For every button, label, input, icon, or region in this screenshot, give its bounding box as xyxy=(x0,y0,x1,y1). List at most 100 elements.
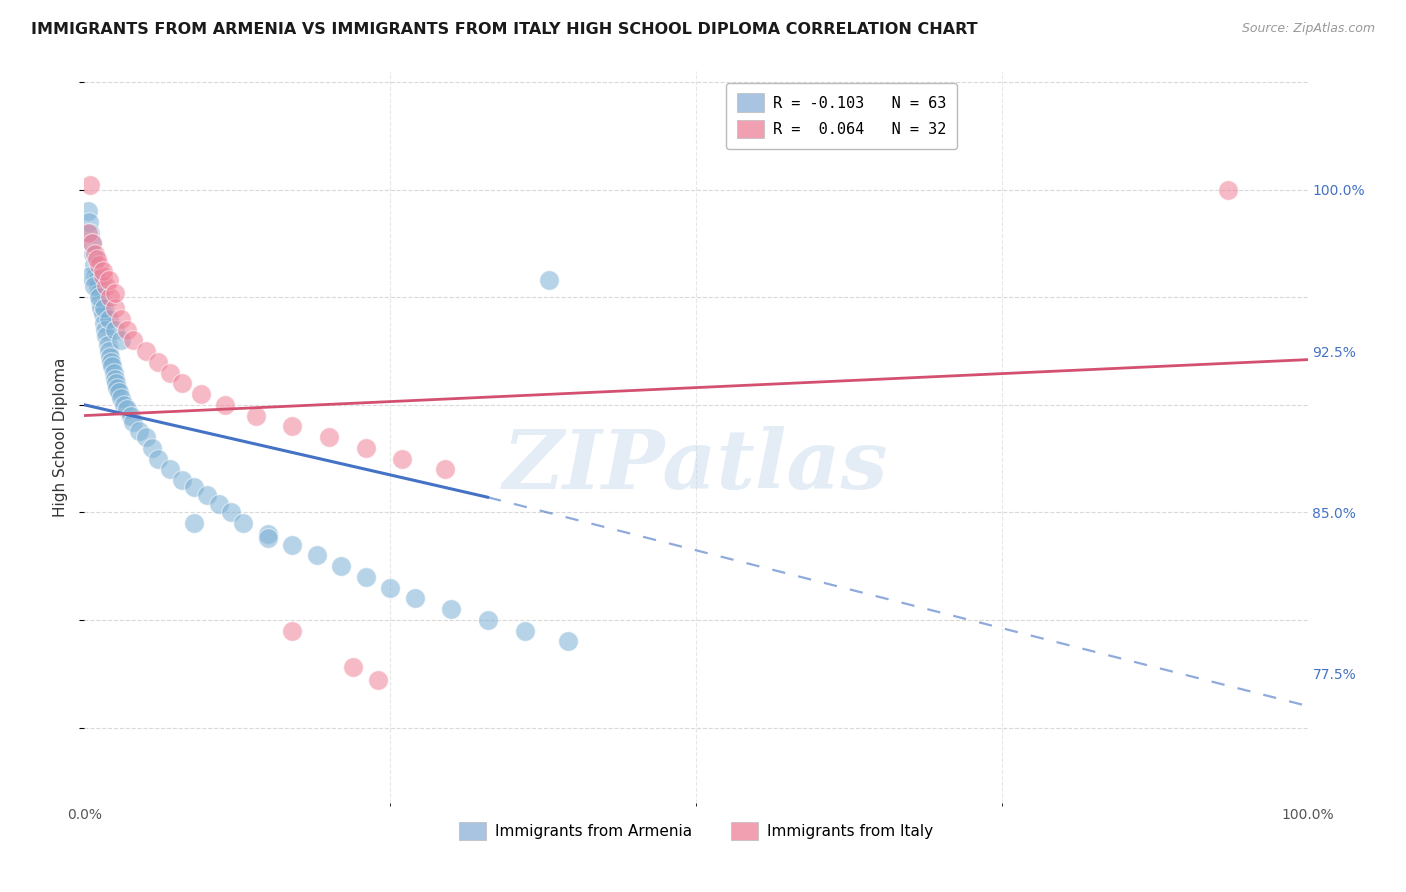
Point xyxy=(135,430,157,444)
Point xyxy=(110,392,132,406)
Point xyxy=(183,516,205,530)
Point xyxy=(105,381,128,395)
Point xyxy=(232,516,254,530)
Point xyxy=(219,505,242,519)
Point xyxy=(367,673,389,688)
Point xyxy=(115,322,138,336)
Point xyxy=(245,409,267,423)
Point xyxy=(434,462,457,476)
Point xyxy=(105,376,128,391)
Point xyxy=(257,527,280,541)
Point xyxy=(87,285,110,300)
Point xyxy=(94,322,117,336)
Point xyxy=(107,384,129,399)
Point xyxy=(82,247,104,261)
Text: IMMIGRANTS FROM ARMENIA VS IMMIGRANTS FROM ITALY HIGH SCHOOL DIPLOMA CORRELATION: IMMIGRANTS FROM ARMENIA VS IMMIGRANTS FR… xyxy=(31,22,977,37)
Point xyxy=(122,415,145,429)
Point xyxy=(380,581,402,595)
Point xyxy=(98,351,121,365)
Point xyxy=(330,559,353,574)
Point xyxy=(87,290,110,304)
Point xyxy=(87,279,110,293)
Point xyxy=(557,634,579,648)
Point xyxy=(91,308,114,322)
Point xyxy=(86,252,108,266)
Point xyxy=(214,398,236,412)
Point xyxy=(104,322,127,336)
Point xyxy=(100,355,122,369)
Point xyxy=(96,329,118,343)
Point xyxy=(97,311,120,326)
Point xyxy=(477,613,499,627)
Y-axis label: High School Diploma: High School Diploma xyxy=(53,358,69,516)
Text: ZIPatlas: ZIPatlas xyxy=(503,426,889,507)
Point xyxy=(93,301,115,315)
Point xyxy=(141,441,163,455)
Point xyxy=(80,236,103,251)
Point xyxy=(183,479,205,493)
Point xyxy=(80,236,103,251)
Point xyxy=(91,268,114,283)
Point xyxy=(104,285,127,300)
Point xyxy=(404,591,426,606)
Point xyxy=(135,344,157,359)
Point xyxy=(146,355,169,369)
Point xyxy=(172,376,194,391)
Point xyxy=(90,301,112,315)
Point xyxy=(120,409,142,423)
Point xyxy=(89,294,111,309)
Point xyxy=(83,279,105,293)
Point xyxy=(159,366,181,380)
Point xyxy=(79,178,101,193)
Point xyxy=(103,366,125,380)
Point xyxy=(281,624,304,638)
Legend: Immigrants from Armenia, Immigrants from Italy: Immigrants from Armenia, Immigrants from… xyxy=(453,815,939,847)
Point xyxy=(98,290,121,304)
Point xyxy=(96,279,118,293)
Point xyxy=(87,258,110,272)
Point xyxy=(257,531,280,545)
Point xyxy=(104,372,127,386)
Point xyxy=(77,215,100,229)
Point xyxy=(342,660,364,674)
Point xyxy=(79,268,101,283)
Point xyxy=(79,226,101,240)
Point xyxy=(86,273,108,287)
Point xyxy=(84,247,107,261)
Point xyxy=(538,273,561,287)
Point xyxy=(190,387,212,401)
Point xyxy=(318,430,340,444)
Point xyxy=(305,549,328,563)
Point xyxy=(101,359,124,373)
Point xyxy=(354,570,377,584)
Point xyxy=(281,538,304,552)
Point xyxy=(93,316,115,330)
Point xyxy=(110,333,132,347)
Point xyxy=(77,226,100,240)
Point xyxy=(122,333,145,347)
Point xyxy=(172,473,194,487)
Point xyxy=(97,337,120,351)
Point xyxy=(354,441,377,455)
Point xyxy=(104,301,127,315)
Point xyxy=(97,273,120,287)
Point xyxy=(195,488,218,502)
Point xyxy=(391,451,413,466)
Point xyxy=(281,419,304,434)
Point xyxy=(128,424,150,438)
Point xyxy=(112,398,135,412)
Point xyxy=(110,311,132,326)
Point xyxy=(208,497,231,511)
Point xyxy=(146,451,169,466)
Point xyxy=(84,268,107,283)
Point xyxy=(440,602,463,616)
Point xyxy=(97,344,120,359)
Point xyxy=(115,402,138,417)
Point xyxy=(159,462,181,476)
Text: Source: ZipAtlas.com: Source: ZipAtlas.com xyxy=(1241,22,1375,36)
Point xyxy=(91,264,114,278)
Point xyxy=(1216,183,1239,197)
Point xyxy=(83,258,105,272)
Point xyxy=(77,204,100,219)
Point xyxy=(513,624,536,638)
